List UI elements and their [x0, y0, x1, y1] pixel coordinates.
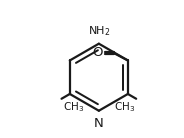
Text: CH$_3$: CH$_3$ [63, 100, 84, 114]
Text: CH$_3$: CH$_3$ [114, 100, 135, 114]
Text: NH$_2$: NH$_2$ [88, 24, 110, 38]
Text: N: N [94, 117, 104, 130]
Text: O: O [93, 46, 103, 59]
